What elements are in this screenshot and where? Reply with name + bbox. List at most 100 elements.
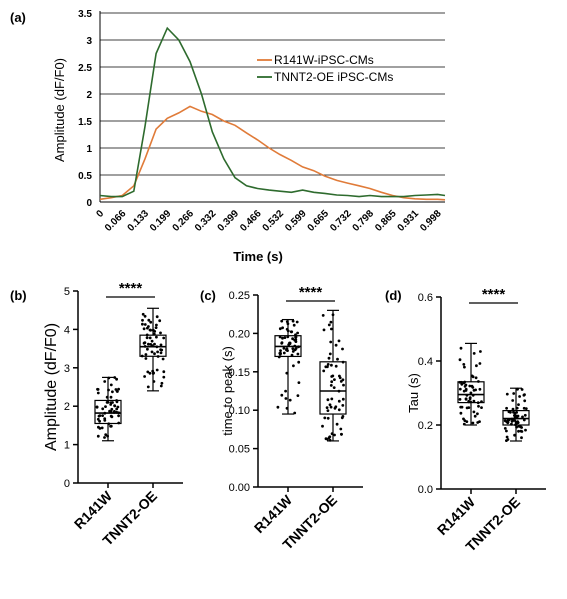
d-point-tnnt2 bbox=[523, 393, 526, 396]
b-point-r141w bbox=[111, 390, 114, 394]
a-legend: R141W-iPSC-CMs TNNT2-OE iPSC-CMs bbox=[257, 53, 393, 84]
b-point-r141w bbox=[103, 419, 107, 422]
c-point-r141w bbox=[296, 331, 299, 335]
c-point-tnnt2 bbox=[326, 398, 330, 402]
d-point-r141w bbox=[472, 410, 476, 414]
b-point-r141w bbox=[115, 400, 119, 404]
d-y-tick-label: 0.6 bbox=[418, 292, 433, 304]
d-y-tick-label: 0.2 bbox=[418, 420, 433, 432]
c-point-r141w bbox=[293, 411, 297, 415]
a-x-tick-label: 0.399 bbox=[216, 208, 242, 234]
c-point-r141w bbox=[288, 342, 292, 345]
d-point-r141w bbox=[467, 406, 471, 409]
c-point-r141w bbox=[282, 346, 286, 350]
c-point-r141w bbox=[286, 329, 290, 333]
a-y-tick-label: 0.5 bbox=[78, 171, 92, 182]
b-point-tnnt2 bbox=[142, 341, 146, 345]
a-x-tick-label: 0.599 bbox=[283, 208, 309, 234]
b-point-tnnt2 bbox=[150, 350, 154, 354]
d-point-tnnt2 bbox=[517, 424, 521, 428]
c-point-tnnt2 bbox=[337, 389, 341, 393]
c-point-tnnt2 bbox=[328, 403, 332, 407]
d-point-tnnt2 bbox=[510, 422, 513, 426]
b-point-r141w bbox=[110, 407, 114, 411]
b-point-tnnt2 bbox=[153, 342, 156, 346]
c-point-r141w bbox=[279, 349, 282, 352]
c-point-r141w bbox=[285, 320, 289, 323]
b-point-r141w bbox=[109, 383, 113, 387]
d-point-tnnt2 bbox=[515, 406, 519, 410]
a-y-tick-label: 3.5 bbox=[78, 9, 92, 20]
d-point-r141w bbox=[459, 405, 463, 409]
c-point-r141w bbox=[278, 327, 282, 331]
d-point-tnnt2 bbox=[524, 428, 527, 432]
d-point-tnnt2 bbox=[518, 395, 521, 398]
b-point-tnnt2 bbox=[158, 319, 162, 323]
b-point-r141w bbox=[113, 410, 116, 413]
b-point-tnnt2 bbox=[151, 328, 155, 332]
d-y-tick-label: 0.0 bbox=[418, 484, 433, 496]
d-point-r141w bbox=[458, 387, 462, 391]
c-point-tnnt2 bbox=[321, 314, 325, 317]
c-point-r141w bbox=[296, 352, 300, 356]
b-point-r141w bbox=[109, 410, 113, 413]
c-point-tnnt2 bbox=[330, 363, 333, 367]
b-point-r141w bbox=[115, 407, 119, 411]
d-point-r141w bbox=[471, 386, 475, 389]
c-point-tnnt2 bbox=[332, 386, 336, 389]
c-point-r141w bbox=[291, 337, 294, 341]
b-point-tnnt2 bbox=[151, 369, 155, 373]
b-point-tnnt2 bbox=[155, 345, 159, 349]
b-point-tnnt2 bbox=[144, 353, 148, 356]
b-point-r141w bbox=[101, 407, 105, 411]
a-x-tick-label: 0.665 bbox=[306, 208, 332, 234]
b-point-tnnt2 bbox=[141, 318, 144, 322]
b-point-tnnt2 bbox=[144, 357, 148, 360]
d-point-tnnt2 bbox=[505, 406, 508, 410]
c-point-tnnt2 bbox=[326, 363, 330, 366]
d-point-r141w bbox=[463, 385, 467, 388]
c-point-tnnt2 bbox=[328, 352, 332, 356]
c-point-tnnt2 bbox=[324, 437, 328, 441]
b-point-r141w bbox=[117, 421, 121, 425]
a-axes bbox=[99, 11, 445, 203]
d-point-tnnt2 bbox=[511, 399, 515, 402]
c-point-r141w bbox=[288, 398, 292, 402]
d-point-tnnt2 bbox=[506, 418, 510, 422]
b-point-tnnt2 bbox=[159, 384, 163, 388]
b-point-r141w bbox=[106, 434, 109, 438]
d-point-r141w bbox=[463, 380, 467, 384]
d-point-r141w bbox=[480, 400, 483, 403]
d-point-r141w bbox=[478, 420, 481, 423]
d-point-r141w bbox=[458, 358, 462, 362]
b-point-tnnt2 bbox=[151, 344, 154, 347]
c-point-r141w bbox=[291, 350, 295, 353]
d-point-tnnt2 bbox=[517, 429, 520, 433]
c-y-tick-label: 0.25 bbox=[229, 290, 250, 302]
b-point-tnnt2 bbox=[155, 315, 159, 319]
a-x-axis-title: Time (s) bbox=[233, 249, 283, 264]
panel-c-label: (c) bbox=[200, 288, 216, 303]
d-point-r141w bbox=[459, 346, 463, 350]
panel-c-box-plot: (c) 0.00 0.05 0.10 0.15 0.20 0.25 time to peak… bbox=[200, 284, 363, 553]
c-point-tnnt2 bbox=[322, 328, 326, 332]
c-point-tnnt2 bbox=[341, 397, 345, 401]
b-point-tnnt2 bbox=[152, 332, 156, 336]
d-y-axis-title: Tau (s) bbox=[406, 373, 421, 413]
b-point-r141w bbox=[96, 434, 100, 438]
b-y-tick-label: 5 bbox=[64, 286, 70, 298]
b-point-tnnt2 bbox=[145, 333, 149, 337]
b-point-tnnt2 bbox=[147, 325, 150, 328]
c-point-tnnt2 bbox=[331, 313, 335, 317]
c-point-tnnt2 bbox=[330, 327, 333, 331]
d-point-tnnt2 bbox=[511, 407, 515, 411]
c-point-r141w bbox=[293, 344, 297, 348]
b-y-tick-label: 3 bbox=[64, 363, 70, 375]
c-point-tnnt2 bbox=[334, 405, 338, 409]
c-point-tnnt2 bbox=[327, 356, 331, 360]
a-x-tick-label: 0.798 bbox=[351, 208, 377, 234]
b-point-tnnt2 bbox=[152, 380, 156, 383]
d-point-r141w bbox=[471, 421, 475, 425]
b-point-r141w bbox=[97, 425, 100, 429]
b-y-axis-title: Amplitude (dF/F0) bbox=[43, 323, 60, 451]
